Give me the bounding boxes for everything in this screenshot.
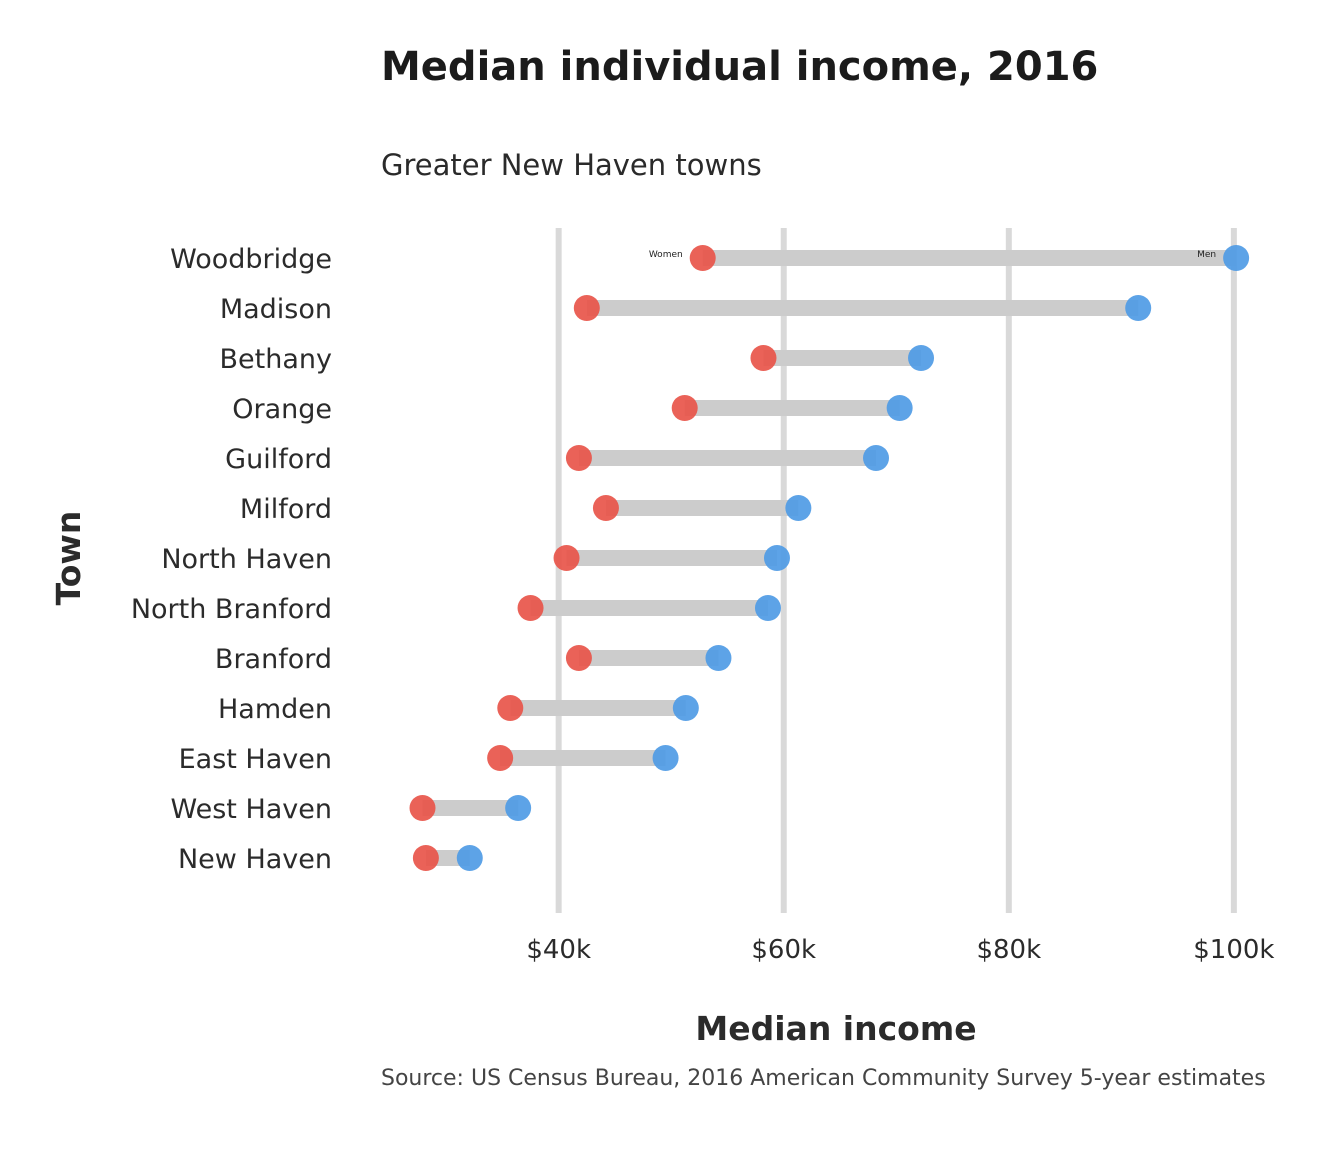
women-point (592, 495, 619, 521)
men-point (754, 595, 781, 621)
data-points (409, 245, 1250, 871)
town-label: Milford (240, 494, 332, 525)
men-point (652, 745, 679, 771)
town-label: Madison (220, 294, 332, 325)
town-label: Guilford (225, 444, 332, 475)
town-label: North Branford (131, 594, 332, 625)
y-axis-title: Town (49, 511, 88, 606)
x-tick-label: $80k (976, 935, 1041, 965)
women-point (409, 795, 436, 821)
town-label: East Haven (179, 744, 332, 775)
town-label: New Haven (178, 844, 332, 875)
men-point (1223, 245, 1250, 271)
range-bars (422, 250, 1237, 866)
x-tick-labels: $40k $60k $80k $100k (526, 935, 1274, 965)
women-point (553, 545, 580, 571)
men-point (672, 695, 699, 721)
women-point (750, 345, 777, 371)
chart-caption: Source: US Census Bureau, 2016 American … (381, 1066, 1266, 1091)
town-label: Hamden (218, 694, 332, 725)
town-label: Woodbridge (170, 244, 332, 275)
women-point (487, 745, 514, 771)
chart-title: Median individual income, 2016 (381, 44, 1099, 90)
women-point (412, 845, 439, 871)
x-axis-title: Median income (695, 1009, 976, 1048)
town-label: Bethany (220, 344, 332, 375)
women-point (565, 445, 592, 471)
town-label: North Haven (161, 544, 332, 575)
women-point (671, 395, 698, 421)
men-point (886, 395, 913, 421)
town-label: Branford (215, 644, 332, 675)
women-point (497, 695, 524, 721)
men-point (863, 445, 890, 471)
women-point (573, 295, 600, 321)
town-label: West Haven (170, 794, 332, 825)
men-series-label: Men (1197, 250, 1216, 260)
men-point (908, 345, 935, 371)
men-point (785, 495, 812, 521)
x-tick-label: $40k (526, 935, 591, 965)
x-tick-label: $100k (1193, 935, 1274, 965)
town-labels: Woodbridge Madison Bethany Orange Guilford Mi… (131, 244, 332, 875)
town-label: Orange (232, 394, 332, 425)
women-series-label: Women (649, 250, 683, 260)
men-point (705, 645, 732, 671)
men-point (505, 795, 532, 821)
series-labels: Women Men (649, 250, 1216, 260)
women-point (565, 645, 592, 671)
men-point (763, 545, 790, 571)
chart-subtitle: Greater New Haven towns (381, 148, 762, 182)
men-point (456, 845, 483, 871)
women-point (517, 595, 544, 621)
x-tick-label: $60k (751, 935, 816, 965)
gridlines (555, 228, 1237, 913)
men-point (1125, 295, 1152, 321)
women-point (689, 245, 716, 271)
